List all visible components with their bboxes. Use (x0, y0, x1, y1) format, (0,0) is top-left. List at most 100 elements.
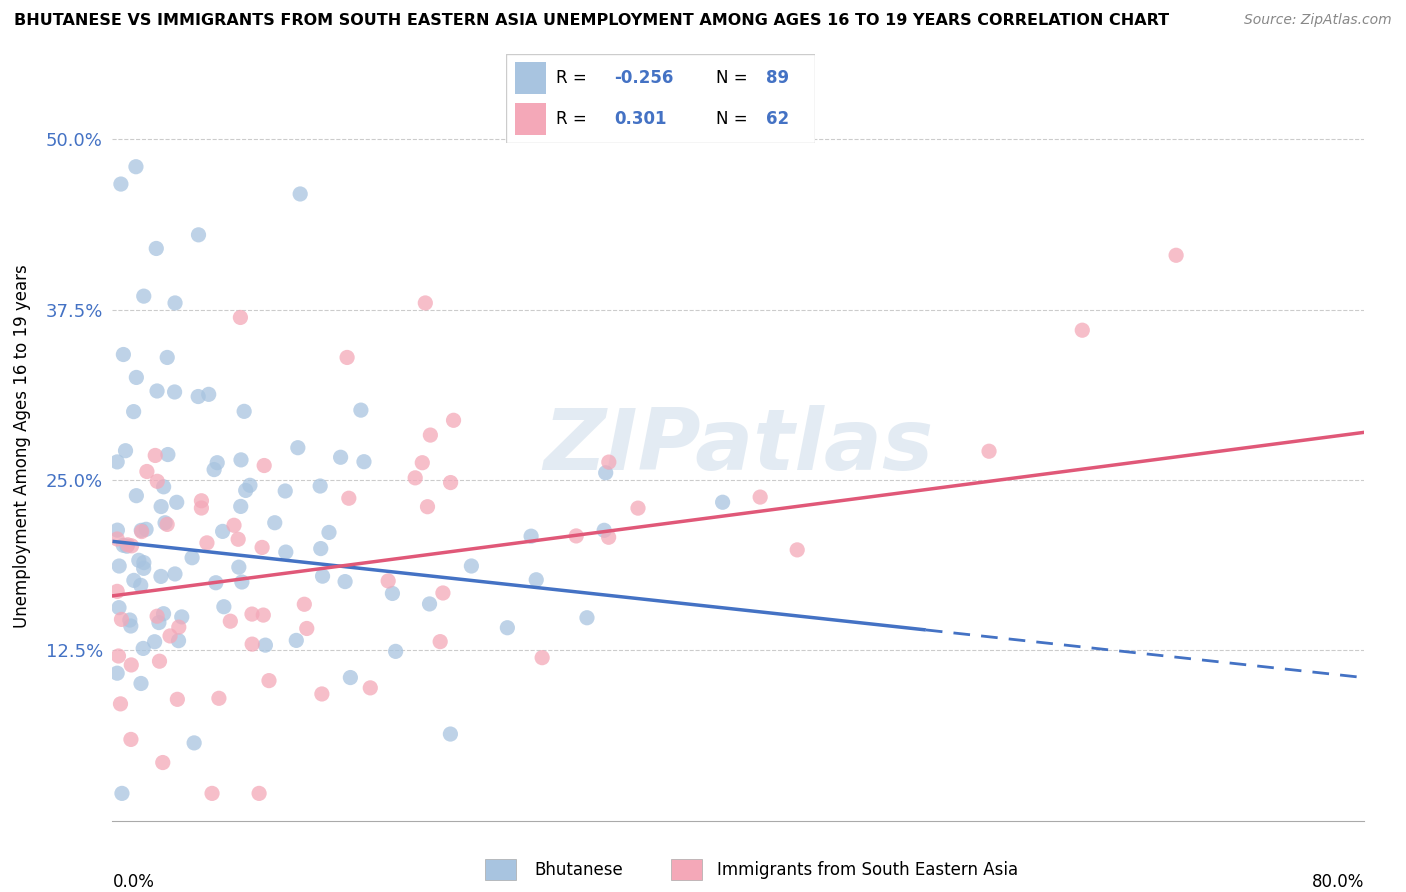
Point (117, 538, 139, 552)
Point (163, 296, 186, 310)
Point (377, 574, 399, 588)
Point (274, 483, 297, 498)
Point (627, 501, 650, 516)
Point (240, 607, 263, 621)
Point (181, 550, 204, 565)
Point (156, 351, 179, 365)
Point (201, 786, 224, 800)
Point (254, 638, 277, 652)
Point (239, 478, 262, 492)
Point (229, 310, 252, 325)
Point (415, 296, 437, 310)
Text: R =: R = (555, 69, 586, 87)
Point (190, 493, 212, 508)
Point (132, 289, 155, 303)
Point (443, 413, 465, 427)
Text: Immigrants from South Eastern Asia: Immigrants from South Eastern Asia (717, 861, 1018, 879)
Point (274, 545, 297, 559)
Point (120, 619, 142, 633)
Text: 89: 89 (766, 69, 789, 87)
Point (112, 538, 135, 552)
Point (339, 671, 361, 685)
Point (290, 186, 312, 201)
Point (132, 556, 155, 570)
Point (222, 518, 245, 533)
Point (149, 569, 172, 583)
Point (114, 443, 136, 458)
Point (132, 641, 155, 656)
Point (107, 648, 129, 663)
Point (575, 611, 598, 625)
Point (531, 650, 554, 665)
Point (170, 610, 193, 624)
Point (524, 573, 547, 587)
Point (146, 609, 169, 624)
Point (145, 242, 167, 256)
Text: 0.301: 0.301 (614, 110, 666, 128)
Text: R =: R = (555, 110, 586, 128)
Point (167, 620, 190, 634)
Point (212, 599, 235, 614)
Point (359, 681, 381, 695)
Point (110, 177, 132, 191)
Point (187, 227, 209, 242)
Point (337, 491, 360, 506)
Text: Source: ZipAtlas.com: Source: ZipAtlas.com (1244, 13, 1392, 28)
Point (105, 666, 128, 681)
Point (208, 691, 231, 706)
Point (593, 524, 616, 538)
Point (565, 529, 588, 543)
Point (309, 479, 332, 493)
Point (250, 541, 273, 555)
Text: 0.0%: 0.0% (112, 873, 155, 891)
Point (263, 516, 285, 530)
Text: -0.256: -0.256 (614, 69, 673, 87)
Point (166, 495, 188, 509)
Point (148, 615, 170, 630)
Point (105, 584, 128, 599)
Point (226, 533, 249, 547)
Point (112, 347, 135, 361)
Point (197, 387, 219, 401)
Point (419, 428, 441, 442)
Point (257, 673, 280, 688)
Point (228, 560, 250, 574)
Point (152, 756, 174, 770)
Point (190, 501, 212, 516)
Point (128, 553, 150, 567)
Point (146, 475, 169, 489)
Point (496, 621, 519, 635)
Point (205, 456, 228, 470)
Point (111, 786, 134, 800)
Point (598, 530, 620, 544)
Point (148, 654, 170, 668)
Point (131, 524, 153, 539)
Point (460, 559, 482, 574)
Point (107, 523, 129, 537)
Text: 80.0%: 80.0% (1312, 873, 1364, 891)
Text: BHUTANESE VS IMMIGRANTS FROM SOUTH EASTERN ASIA UNEMPLOYMENT AMONG AGES 16 TO 19: BHUTANESE VS IMMIGRANTS FROM SOUTH EASTE… (14, 13, 1170, 29)
Point (439, 727, 461, 741)
Text: N =: N = (717, 69, 748, 87)
Point (105, 532, 128, 546)
Point (143, 449, 166, 463)
Point (329, 450, 352, 465)
Point (253, 458, 276, 473)
Point (350, 403, 373, 417)
Point (229, 500, 252, 514)
Point (977, 444, 1000, 458)
Y-axis label: Unemployment Among Ages 16 to 19 years: Unemployment Among Ages 16 to 19 years (14, 264, 31, 628)
Point (125, 370, 148, 384)
Point (598, 455, 620, 469)
Point (121, 539, 143, 553)
Point (183, 736, 205, 750)
Point (411, 456, 433, 470)
Point (108, 600, 131, 615)
Point (1166, 248, 1188, 262)
Point (120, 732, 142, 747)
Point (311, 687, 333, 701)
Point (105, 455, 128, 469)
Point (135, 465, 157, 479)
Point (381, 586, 404, 600)
Text: N =: N = (717, 110, 748, 128)
